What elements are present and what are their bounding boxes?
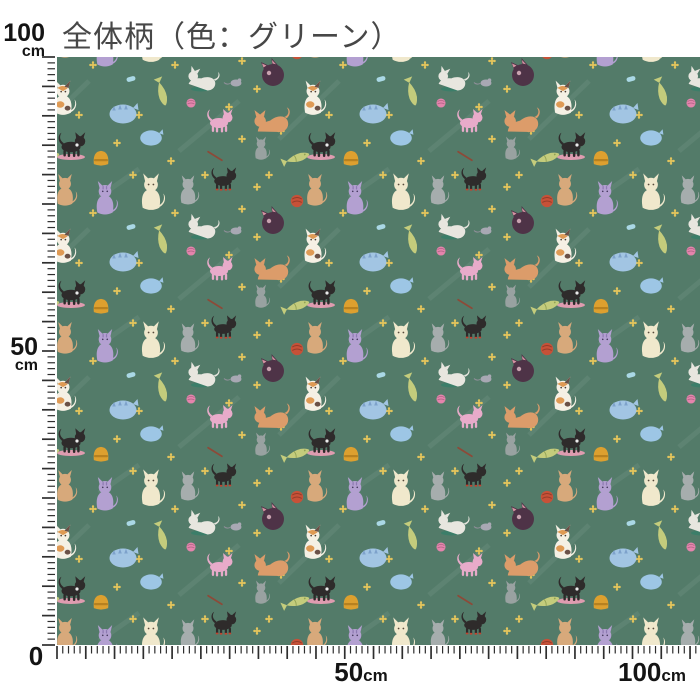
horizontal-ruler — [56, 646, 697, 659]
ruler-value: 50 — [10, 333, 38, 361]
ruler-unit: cm — [21, 43, 45, 60]
vertical-ruler — [42, 56, 55, 646]
fabric-pattern — [57, 57, 700, 645]
ruler-origin-label: 0 — [28, 641, 44, 671]
horizontal-ruler-label-50cm: 50cm — [301, 657, 421, 688]
fabric-area — [57, 57, 700, 645]
ruler-unit: cm — [363, 666, 388, 685]
vertical-ruler-label-100cm: 100 cm — [0, 19, 45, 60]
ruler-unit: cm — [14, 357, 38, 374]
fabric-swatch — [57, 57, 700, 645]
ruler-value: 50 — [334, 657, 364, 687]
vertical-ruler-label-50cm: 50 cm — [0, 333, 38, 374]
ruler-value: 100 — [618, 657, 662, 687]
pattern-title: 全体柄（色：グリーン） — [62, 21, 402, 54]
ruler-value: 100 — [3, 19, 45, 47]
ruler-unit: cm — [661, 666, 686, 685]
horizontal-ruler-label-100cm: 100cm — [592, 657, 700, 688]
